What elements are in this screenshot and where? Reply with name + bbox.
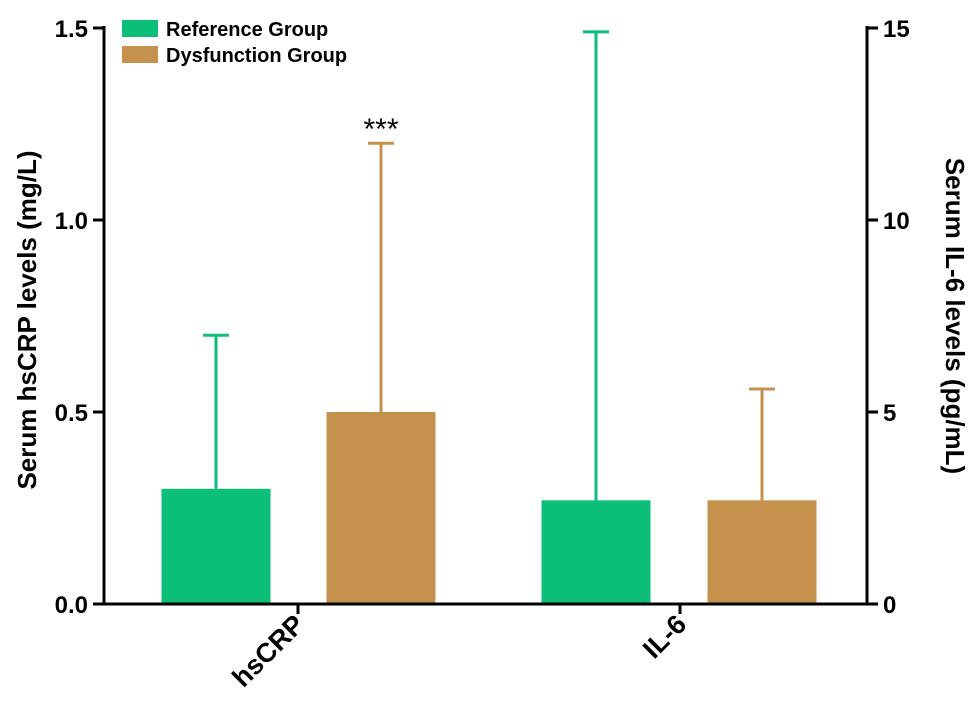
category-label: hsCRP bbox=[226, 609, 310, 693]
legend-swatch bbox=[122, 46, 158, 63]
axes: 0.0 0.5 1.0 1.5 0 5 10 15 Serum hsCRP levels (mg… bbox=[12, 16, 970, 619]
right-axis-title: Serum IL-6 levels (pg/mL) bbox=[940, 158, 970, 474]
bar bbox=[161, 488, 271, 603]
legend: Reference Group Dysfunction Group bbox=[122, 19, 347, 67]
left-axis-tick-label: 1.0 bbox=[55, 208, 88, 235]
bars bbox=[161, 30, 817, 603]
bar bbox=[326, 412, 436, 603]
left-axis-tick-label: 0.5 bbox=[55, 400, 88, 427]
category-label: IL-6 bbox=[637, 609, 692, 664]
left-axis-title: Serum hsCRP levels (mg/L) bbox=[12, 150, 42, 489]
right-axis-tick-label: 10 bbox=[883, 208, 910, 235]
right-axis-tick-label: 5 bbox=[883, 400, 896, 427]
labels: hsCRP IL-6 *** bbox=[226, 113, 692, 693]
bar bbox=[707, 500, 817, 603]
legend-label: Reference Group bbox=[166, 19, 328, 41]
significance-annotation: *** bbox=[363, 113, 398, 146]
right-axis-tick-label: 0 bbox=[883, 592, 896, 619]
legend-swatch bbox=[122, 20, 158, 37]
left-axis-tick-label: 1.5 bbox=[55, 16, 88, 43]
right-axis-tick-label: 15 bbox=[883, 16, 910, 43]
bar bbox=[541, 500, 651, 603]
left-axis-tick-label: 0.0 bbox=[55, 592, 88, 619]
legend-label: Dysfunction Group bbox=[166, 45, 347, 67]
